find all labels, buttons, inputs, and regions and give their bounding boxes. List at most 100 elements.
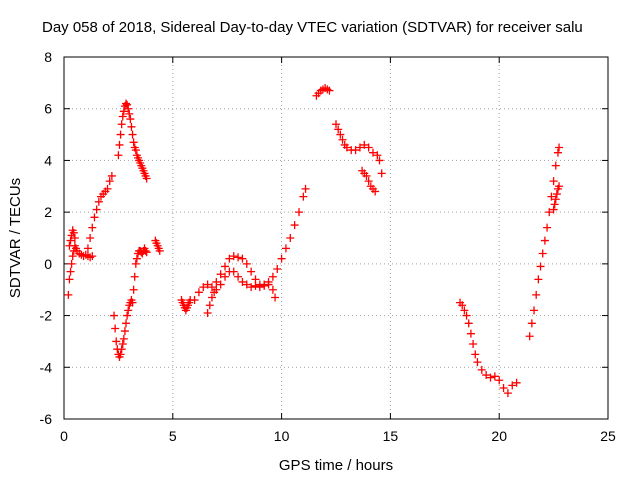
data-point bbox=[512, 378, 521, 387]
data-point bbox=[119, 107, 128, 116]
data-point bbox=[538, 249, 547, 258]
data-point bbox=[216, 270, 225, 279]
data-point bbox=[364, 143, 373, 152]
data-point bbox=[377, 169, 386, 178]
data-point bbox=[131, 259, 140, 268]
y-tick-label: 4 bbox=[44, 152, 52, 168]
y-tick-label: -6 bbox=[40, 411, 53, 427]
data-point bbox=[281, 244, 290, 253]
data-point bbox=[530, 306, 539, 315]
data-point bbox=[68, 252, 77, 261]
data-point bbox=[550, 200, 559, 209]
data-point bbox=[242, 259, 251, 268]
data-point bbox=[221, 272, 230, 281]
y-tick-label: -4 bbox=[40, 359, 53, 375]
data-point bbox=[458, 301, 467, 310]
data-point bbox=[116, 350, 125, 359]
data-point bbox=[118, 112, 127, 121]
data-point bbox=[547, 192, 556, 201]
data-point bbox=[225, 254, 234, 263]
data-point bbox=[503, 389, 512, 398]
data-point bbox=[88, 223, 97, 232]
data-point bbox=[127, 122, 136, 131]
series-arc-9 bbox=[203, 267, 280, 317]
data-point bbox=[286, 234, 295, 242]
data-point bbox=[194, 288, 203, 297]
y-axis-label: SDTVAR / TECUs bbox=[7, 178, 24, 298]
data-point bbox=[534, 275, 543, 284]
data-point bbox=[525, 332, 534, 341]
data-point bbox=[371, 187, 380, 196]
data-point bbox=[251, 281, 260, 290]
data-point bbox=[90, 213, 99, 222]
data-point bbox=[543, 223, 552, 232]
data-point bbox=[301, 184, 310, 193]
data-point bbox=[462, 311, 471, 320]
data-point bbox=[247, 283, 256, 292]
data-point bbox=[203, 280, 212, 289]
data-point bbox=[486, 373, 495, 382]
data-point bbox=[273, 265, 282, 274]
data-point bbox=[336, 130, 345, 139]
data-point bbox=[120, 327, 129, 336]
data-point bbox=[373, 151, 382, 160]
y-tick-labels: -6 -4 -2 0 2 4 6 8 bbox=[40, 49, 53, 427]
series-arc-15 bbox=[549, 182, 564, 214]
data-point bbox=[247, 267, 256, 276]
data-point bbox=[351, 146, 360, 155]
chart-title: Day 058 of 2018, Sidereal Day-to-day VTE… bbox=[42, 19, 583, 36]
data-point bbox=[277, 254, 286, 263]
data-point bbox=[207, 283, 216, 292]
data-point bbox=[295, 208, 304, 217]
data-point bbox=[88, 252, 97, 261]
data-point bbox=[129, 285, 138, 294]
data-point bbox=[118, 340, 127, 349]
data-point bbox=[199, 283, 208, 292]
data-point bbox=[221, 262, 230, 271]
data-point bbox=[107, 171, 116, 180]
data-point bbox=[128, 298, 137, 307]
data-point bbox=[552, 190, 561, 199]
data-point bbox=[540, 236, 549, 245]
data-point bbox=[549, 177, 558, 186]
data-point bbox=[212, 285, 221, 294]
data-point bbox=[69, 228, 78, 237]
data-point bbox=[115, 140, 124, 149]
data-point bbox=[67, 259, 76, 268]
data-point bbox=[129, 138, 138, 147]
data-point bbox=[555, 182, 564, 191]
series-arc-11 bbox=[332, 120, 386, 178]
data-point bbox=[238, 277, 247, 286]
data-point bbox=[122, 319, 131, 328]
y-tick-label: -2 bbox=[40, 308, 53, 324]
data-point bbox=[207, 293, 216, 302]
data-point bbox=[360, 140, 369, 149]
data-point bbox=[469, 340, 478, 349]
data-point bbox=[466, 329, 475, 338]
data-point bbox=[229, 252, 238, 261]
data-point bbox=[368, 148, 377, 157]
data-point bbox=[205, 301, 214, 310]
series-arc-7 bbox=[177, 296, 195, 315]
data-point bbox=[141, 246, 150, 255]
data-point bbox=[325, 86, 334, 95]
data-point bbox=[355, 143, 364, 152]
x-tick-label: 5 bbox=[169, 428, 177, 444]
data-point bbox=[238, 254, 247, 263]
data-point bbox=[155, 246, 164, 255]
data-point bbox=[229, 267, 238, 276]
x-tick-label: 20 bbox=[491, 428, 507, 444]
data-point bbox=[117, 120, 126, 129]
data-point bbox=[499, 383, 508, 392]
data-point bbox=[142, 174, 151, 183]
data-point bbox=[551, 161, 560, 170]
series-arc-10 bbox=[312, 84, 334, 100]
data-point bbox=[271, 293, 280, 302]
data-point bbox=[362, 171, 371, 180]
data-point bbox=[112, 337, 121, 346]
x-tick-label: 10 bbox=[274, 428, 290, 444]
x-tick-label: 15 bbox=[383, 428, 399, 444]
data-point bbox=[123, 100, 132, 109]
data-point bbox=[290, 221, 299, 230]
